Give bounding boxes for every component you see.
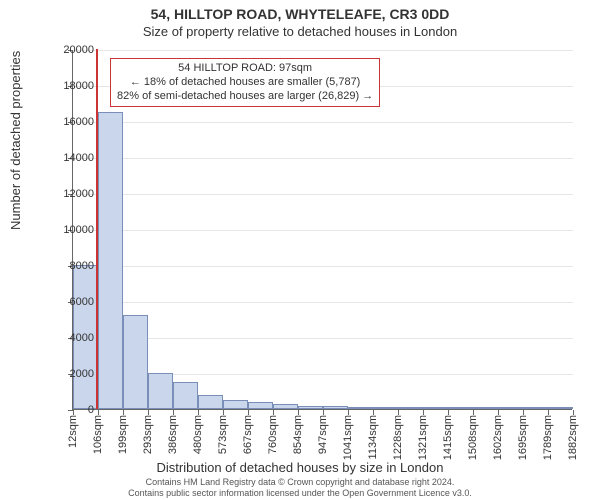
property-marker: [96, 49, 98, 409]
ytick-label: 14000: [34, 152, 94, 164]
xtick-label: 12sqm: [67, 415, 79, 448]
histogram-bar: [323, 406, 348, 409]
histogram-bar: [173, 382, 198, 409]
ytick-label: 0: [34, 404, 94, 416]
histogram-bar: [298, 406, 323, 409]
callout-line1: 54 HILLTOP ROAD: 97sqm: [117, 62, 373, 76]
xtick-label: 480sqm: [192, 415, 204, 454]
histogram-bar: [248, 402, 273, 409]
histogram-bar: [98, 112, 123, 409]
ytick-label: 20000: [34, 44, 94, 56]
xtick-label: 1602sqm: [492, 415, 504, 460]
gridline: [73, 158, 573, 159]
histogram-bar: [148, 373, 173, 409]
gridline: [73, 122, 573, 123]
attribution: Contains HM Land Registry data © Crown c…: [0, 477, 600, 498]
histogram-bar: [348, 407, 373, 409]
ytick-label: 8000: [34, 260, 94, 272]
gridline: [73, 230, 573, 231]
histogram-bar: [423, 407, 448, 409]
ytick-label: 6000: [34, 296, 94, 308]
ytick-label: 4000: [34, 332, 94, 344]
histogram-bar: [548, 407, 573, 409]
gridline: [73, 266, 573, 267]
chart-title: 54, HILLTOP ROAD, WHYTELEAFE, CR3 0DD: [0, 0, 600, 22]
xtick-label: 1228sqm: [392, 415, 404, 460]
callout-line2: ← 18% of detached houses are smaller (5,…: [117, 76, 373, 90]
chart-container: 54, HILLTOP ROAD, WHYTELEAFE, CR3 0DD Si…: [0, 0, 600, 500]
ytick-label: 2000: [34, 368, 94, 380]
histogram-bar: [123, 315, 148, 409]
ytick-label: 16000: [34, 116, 94, 128]
xtick-label: 1789sqm: [542, 415, 554, 460]
callout-box: 54 HILLTOP ROAD: 97sqm ← 18% of detached…: [110, 58, 380, 107]
gridline: [73, 302, 573, 303]
histogram-bar: [223, 400, 248, 409]
histogram-bar: [373, 407, 398, 409]
gridline: [73, 50, 573, 51]
ytick-label: 10000: [34, 224, 94, 236]
y-axis-label: Number of detached properties: [8, 51, 23, 230]
histogram-bar: [473, 407, 498, 409]
gridline: [73, 338, 573, 339]
x-axis-label: Distribution of detached houses by size …: [0, 460, 600, 475]
xtick-label: 854sqm: [292, 415, 304, 454]
histogram-bar: [498, 407, 523, 409]
ytick-label: 12000: [34, 188, 94, 200]
histogram-bar: [398, 407, 423, 409]
xtick-label: 1134sqm: [367, 415, 379, 459]
histogram-bar: [523, 407, 548, 409]
xtick-label: 1321sqm: [417, 415, 429, 460]
xtick-label: 947sqm: [317, 415, 329, 454]
histogram-bar: [198, 395, 223, 409]
histogram-bar: [448, 407, 473, 409]
xtick-label: 1041sqm: [342, 415, 354, 460]
xtick-label: 1508sqm: [467, 415, 479, 460]
xtick-label: 1882sqm: [567, 415, 579, 460]
xtick-label: 1415sqm: [442, 415, 454, 460]
xtick-label: 1695sqm: [517, 415, 529, 460]
xtick-label: 293sqm: [142, 415, 154, 454]
xtick-label: 106sqm: [92, 415, 104, 454]
xtick-label: 760sqm: [267, 415, 279, 454]
ytick-label: 18000: [34, 80, 94, 92]
xtick-label: 386sqm: [167, 415, 179, 454]
xtick-label: 199sqm: [117, 415, 129, 454]
attribution-line2: Contains public sector information licen…: [0, 488, 600, 498]
xtick-label: 667sqm: [242, 415, 254, 454]
histogram-bar: [273, 404, 298, 409]
gridline: [73, 194, 573, 195]
attribution-line1: Contains HM Land Registry data © Crown c…: [0, 477, 600, 487]
xtick-label: 573sqm: [217, 415, 229, 454]
callout-line3: 82% of semi-detached houses are larger (…: [117, 90, 373, 104]
chart-subtitle: Size of property relative to detached ho…: [0, 22, 600, 39]
